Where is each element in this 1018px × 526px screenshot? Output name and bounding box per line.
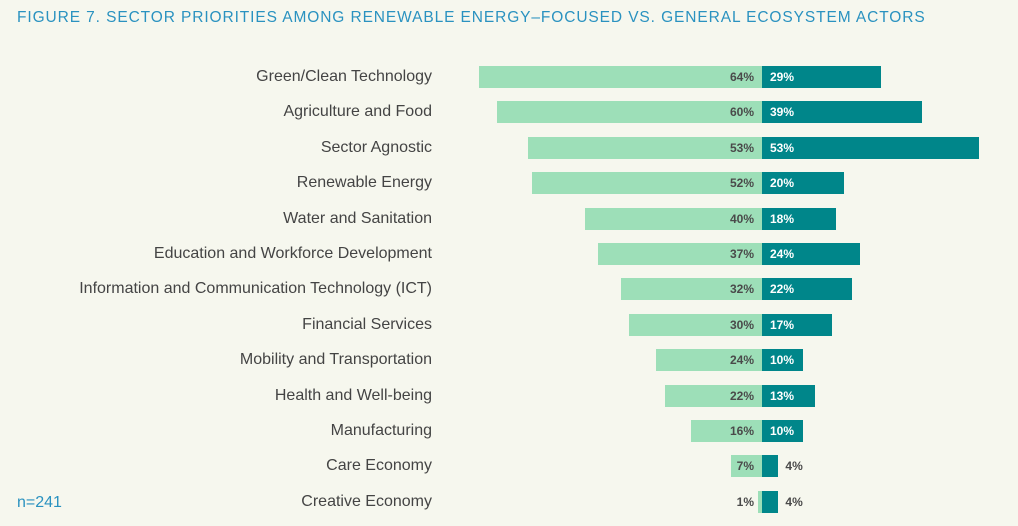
value-label-right: 20% [770,176,795,191]
value-label-left: 24% [729,353,754,368]
category-label: Manufacturing [330,422,432,439]
value-label-right: 13% [770,388,795,403]
bar-left [757,490,762,513]
value-label-left: 7% [736,459,754,474]
category-label: Agriculture and Food [283,103,432,121]
value-label-right: 24% [770,247,795,261]
bar-right [762,172,844,195]
bar-left [655,349,762,372]
category-label: Creative Economy [301,492,432,510]
bar-left [664,384,762,407]
category-label: Financial Services [302,315,432,333]
category-label: Health and Well-being [274,386,432,404]
sample-size-note: n=241 [17,494,62,511]
category-label: Information and Communication Technology… [79,280,432,298]
value-label-left: 40% [729,211,754,226]
value-label-left: 30% [729,317,754,332]
value-label-right: 17% [770,317,795,332]
value-label-right: 4% [785,494,803,509]
bar-right [762,384,816,407]
value-label-left: 22% [729,388,754,403]
value-label-left: 60% [729,105,754,120]
value-label-right: 4% [785,459,803,474]
bar-right [762,136,980,159]
bar-right [762,490,779,513]
bar-right [762,313,832,336]
bar-right [762,66,881,88]
value-label-left: 16% [729,424,754,438]
value-label-left: 37% [729,247,754,261]
category-label: Water and Sanitation [283,209,432,227]
category-label: Care Economy [326,457,432,475]
value-label-right: 18% [770,211,795,226]
bar-left [527,136,762,159]
bar-left [532,172,762,195]
value-label-right: 10% [770,424,795,438]
value-label-left: 52% [729,176,754,191]
bar-left [585,207,762,230]
category-label: Green/Clean Technology [256,68,432,85]
category-label: Sector Agnostic [320,138,432,156]
bar-right [762,455,779,478]
bar-left [598,243,762,265]
category-label: Renewable Energy [296,174,432,192]
chart-title: FIGURE 7. SECTOR PRIORITIES AMONG RENEWA… [17,9,926,26]
bar-left [496,101,762,124]
bar-left [620,278,762,301]
bar-right [762,420,803,442]
bar-left [691,420,762,442]
bar-left [629,313,762,336]
category-label: Mobility and Transportation [239,351,432,369]
value-label-left: 53% [729,140,754,155]
value-label-right: 39% [770,105,795,120]
bar-right [762,349,803,372]
bar-right [762,207,836,230]
value-label-right: 29% [770,70,795,84]
value-label-left: 64% [729,70,754,84]
category-label: Education and Workforce Development [153,245,432,262]
value-label-right: 10% [770,353,795,368]
bar-right [762,101,922,124]
value-label-left: 1% [736,494,754,509]
bar-left [731,455,762,478]
value-label-left: 32% [729,282,754,297]
value-label-right: 53% [770,140,795,155]
bar-right [762,278,853,301]
value-label-right: 22% [770,282,795,297]
bar-left [479,66,762,88]
bar-right [762,243,861,265]
